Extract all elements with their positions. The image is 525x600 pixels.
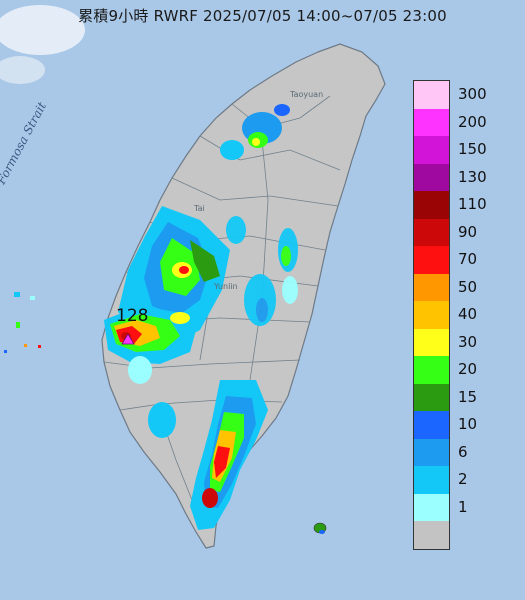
legend-label: 70: [458, 250, 478, 268]
max-rainfall-label: 128: [116, 306, 149, 326]
legend-label: 6: [458, 442, 468, 461]
legend-swatch: [414, 411, 449, 439]
legend-label: 90: [458, 222, 478, 241]
legend-swatch: [414, 328, 449, 356]
legend-swatch: [414, 108, 449, 136]
cloud-patch: [0, 5, 85, 55]
legend-label: 15: [458, 387, 478, 406]
legend-swatch: [414, 218, 449, 246]
legend-label: 300: [458, 85, 487, 103]
legend-swatch: [414, 466, 449, 494]
cloud-patch: [0, 56, 45, 84]
legend-swatch: [414, 301, 449, 329]
legend-label: 30: [458, 332, 478, 351]
legend-swatch: [414, 246, 449, 274]
rainfall-legend: [413, 80, 450, 550]
rain-south: [128, 356, 268, 530]
legend-label: 1: [458, 497, 468, 516]
legend-swatch: [414, 383, 449, 411]
legend-swatch: [414, 81, 449, 109]
rain-southwest: [104, 306, 196, 364]
penghu-islands: [4, 292, 41, 353]
legend-label: 110: [458, 195, 487, 213]
place-label-taoyuan: Taoyuan: [290, 90, 324, 99]
legend-swatch: [414, 356, 449, 384]
legend-label: 200: [458, 112, 487, 131]
legend-label: 150: [458, 140, 487, 158]
map-title: 累積9小時 RWRF 2025/07/05 14:00~07/05 23:00: [78, 7, 447, 25]
legend-label: 50: [458, 277, 478, 296]
legend-label: 40: [458, 305, 478, 323]
green-island-rain: [319, 530, 325, 534]
rain-east: [226, 216, 298, 326]
legend-swatch: [414, 273, 449, 301]
legend-swatch: [414, 163, 449, 191]
legend-swatch: [414, 136, 449, 164]
legend-swatch: [414, 438, 449, 466]
place-label-tai: Tai: [194, 204, 205, 213]
legend-label: 10: [458, 415, 478, 433]
legend-swatch: [414, 521, 449, 549]
place-label-yunlin: Yunlin: [214, 282, 238, 291]
legend-label: 130: [458, 167, 487, 186]
rain-north: [220, 104, 290, 160]
legend-swatch: [414, 191, 449, 219]
legend-label: 20: [458, 360, 478, 378]
legend-swatch: [414, 493, 449, 521]
legend-label: 2: [458, 470, 468, 488]
